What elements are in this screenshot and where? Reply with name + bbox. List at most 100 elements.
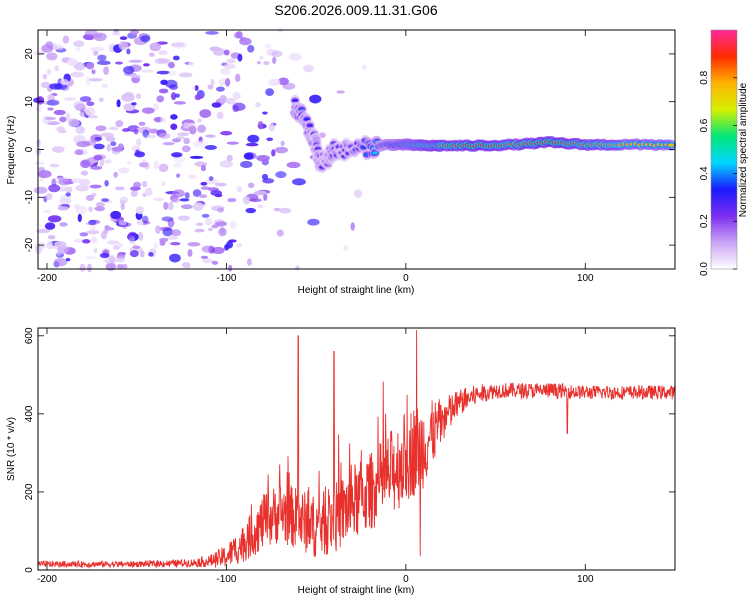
spectrogram-cell [336,90,345,94]
spectrogram-cell [186,263,191,269]
spectrogram-cell [194,228,205,233]
spectrogram-cell [141,107,155,114]
y-tick-label: -20 [24,237,35,252]
spectrogram-cell [74,149,84,156]
spectrogram-cell [168,61,175,69]
spectrogram-cell [59,197,72,205]
spectrogram-cell [73,40,85,48]
spectrogram-cell [96,60,111,66]
spectrogram-cell [75,47,81,52]
spectrogram-cell [211,224,219,229]
spectrogram-cell [187,122,198,127]
spectrogram-cell [218,78,227,86]
spectrogram-cell [226,154,233,162]
spectrogram-cell [154,58,169,65]
spectrogram-cell [199,139,208,149]
spectrogram-cell [183,122,190,129]
spectrogram-cell [44,222,56,230]
spectrogram-cell [65,257,71,262]
spectrogram-cell [73,239,84,243]
spectrogram-cell [226,58,236,64]
x-tick-label: -200 [37,273,57,284]
spectrogram-cell [82,239,91,244]
spectrogram-cell [101,83,109,89]
spectrogram-cell [194,94,202,101]
spectrogram-cell [46,121,60,126]
spectrogram-cell [122,128,130,132]
spectrogram-cell [277,77,289,86]
spectrogram-cell [85,194,95,202]
spectrogram-cell [117,242,124,248]
spectrogram-cell [189,155,204,159]
spectrogram-cell [53,109,66,116]
spectrogram-cell [236,31,243,39]
spectrogram-cell [105,262,117,271]
spectrogram-cell [90,165,103,170]
spectrogram-cell [205,134,216,138]
spectrogram-cell [224,78,231,87]
spectrogram-cell [158,50,168,56]
spectrogram-cell [65,192,71,197]
spectrogram-cell [343,245,349,251]
spectrogram-cell [126,48,131,55]
spectrogram-cell [144,187,153,197]
spectrogram-cell [227,197,237,203]
spectrogram-cell [232,102,246,112]
spectrogram-track-core [372,151,379,155]
spectrogram-cell [36,95,45,105]
spectrogram-cell [158,88,169,94]
spectrogram-cell [210,190,223,196]
spectrogram-cell [114,186,125,191]
spectrogram-cell [41,44,54,53]
spectrogram-cell [49,163,60,168]
colorbar-tick-label: 0.4 [699,166,710,180]
spectrogram-cell [253,190,267,196]
spectrogram-cell [197,124,207,133]
spectrogram-cell [160,116,166,124]
spectrogram-cell [170,114,178,120]
spectrogram-cell [265,88,275,97]
spectrogram-cell [86,101,95,107]
spectrogram-cell [183,137,191,145]
spectrogram-cell [86,230,100,235]
spectrogram-cell [219,94,227,104]
spectrogram-cell [162,227,173,237]
spectrogram-cell [138,121,146,126]
spectrogram-cell [152,197,165,201]
spectrogram-cell [200,255,209,259]
spectrogram-cell [119,36,128,41]
spectrogram-cell [81,161,90,166]
figure-title: S206.2026.009.11.31.G06 [274,2,437,18]
spectrogram-cell [88,115,98,119]
y-tick-label: 0 [24,146,35,152]
x-tick-label: 0 [403,273,409,284]
spectrogram-cell [173,41,188,49]
spectrogram-cell [46,192,53,201]
spectrogram-cell [264,44,272,49]
spectrogram-cell [350,222,355,231]
spectrogram-cell [200,181,208,186]
spectrogram-cell [124,91,134,97]
spectrogram-cell [141,69,154,73]
spectrogram-cell [189,125,197,135]
spectrogram-cell [236,186,243,193]
spectrogram-cell [361,64,367,70]
spectrogram-cell [149,52,155,57]
spectrogram-cell [100,132,114,138]
spectrogram-cell [46,52,58,61]
spectrogram-cell [195,222,204,227]
spectrogram-cell [246,258,252,266]
spectrogram-cell [275,171,287,179]
colorbar-tick-label: 0.6 [699,118,710,132]
spectrogram-cell [199,109,212,118]
spectrogram-cell [288,53,302,61]
spectrogram-cell [165,79,178,88]
spectrogram-cell [179,198,190,202]
y-tick-label: 20 [24,48,35,60]
spectrogram-cell [116,99,121,108]
snr-background [38,328,675,570]
spectrogram-cell [153,103,160,111]
y-tick-label: 400 [24,405,35,422]
